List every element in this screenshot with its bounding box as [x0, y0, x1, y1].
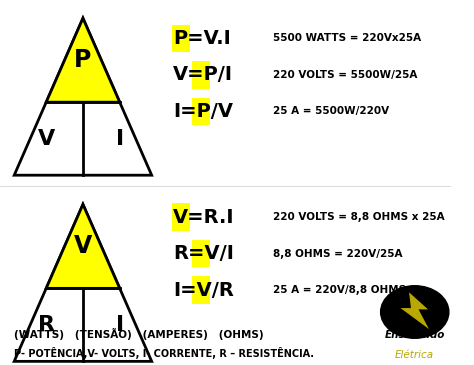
FancyBboxPatch shape — [192, 240, 210, 267]
Text: R=V/I: R=V/I — [173, 244, 234, 263]
Polygon shape — [46, 204, 120, 288]
Text: I=P/V: I=P/V — [173, 102, 233, 121]
Text: 8,8 OHMS = 220V/25A: 8,8 OHMS = 220V/25A — [273, 249, 402, 259]
Text: 220 VOLTS = 5500W/25A: 220 VOLTS = 5500W/25A — [273, 70, 417, 80]
FancyBboxPatch shape — [172, 25, 190, 52]
Text: V: V — [74, 234, 92, 258]
Text: V: V — [37, 129, 55, 149]
Polygon shape — [46, 18, 120, 102]
Text: 220 VOLTS = 8,8 OHMS x 25A: 220 VOLTS = 8,8 OHMS x 25A — [273, 212, 444, 222]
Polygon shape — [401, 292, 429, 329]
Text: 25 A = 220V/8,8 OHMS: 25 A = 220V/8,8 OHMS — [273, 285, 406, 295]
Text: 5500 WATTS = 220Vx25A: 5500 WATTS = 220Vx25A — [273, 33, 420, 43]
Circle shape — [381, 286, 449, 338]
Text: I: I — [116, 129, 124, 149]
FancyBboxPatch shape — [172, 203, 190, 231]
Text: V=R.I: V=R.I — [173, 208, 235, 227]
FancyBboxPatch shape — [192, 277, 210, 304]
Text: R: R — [38, 315, 55, 335]
Text: 25 A = 5500W/220V: 25 A = 5500W/220V — [273, 106, 389, 116]
Text: P- POTÊNCIA,V- VOLTS, I- CORRENTE, R – RESISTÊNCIA.: P- POTÊNCIA,V- VOLTS, I- CORRENTE, R – R… — [14, 347, 314, 359]
Text: (WATTS)   (TENSÃO)   (AMPERES)   (OHMS): (WATTS) (TENSÃO) (AMPERES) (OHMS) — [14, 328, 264, 340]
Text: V=P/I: V=P/I — [173, 65, 233, 84]
Text: P: P — [74, 48, 91, 72]
Text: I: I — [116, 315, 124, 335]
Text: I=V/R: I=V/R — [173, 281, 234, 300]
Text: P=V.I: P=V.I — [173, 29, 231, 48]
Polygon shape — [14, 204, 152, 361]
FancyBboxPatch shape — [192, 61, 210, 88]
Polygon shape — [14, 18, 152, 175]
Text: Ensinando: Ensinando — [384, 330, 445, 341]
FancyBboxPatch shape — [192, 98, 210, 125]
Text: Elétrica: Elétrica — [395, 350, 434, 361]
